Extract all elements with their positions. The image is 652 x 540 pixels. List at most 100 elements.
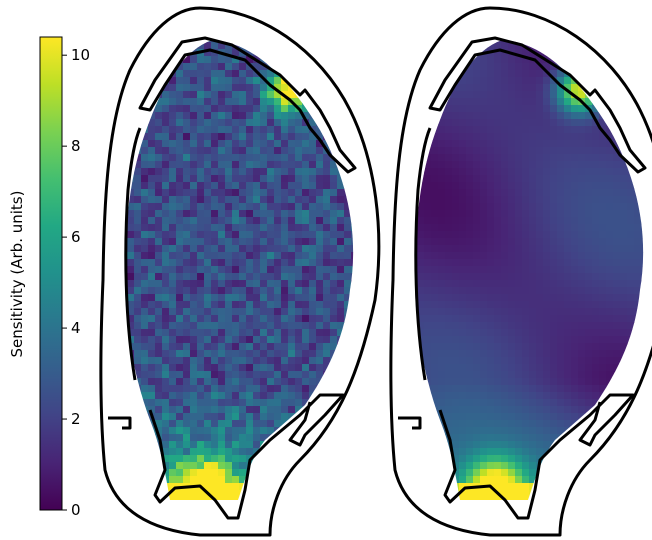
heatmap-cell xyxy=(417,287,425,295)
heatmap-cell xyxy=(557,287,565,295)
heatmap-cell xyxy=(323,224,331,232)
heatmap-cell xyxy=(148,441,156,449)
heatmap-cell xyxy=(613,196,621,204)
heatmap-cell xyxy=(473,196,481,204)
heatmap-cell xyxy=(162,175,170,183)
heatmap-cell xyxy=(487,301,495,309)
heatmap-cell xyxy=(459,91,467,99)
heatmap-cell xyxy=(452,217,460,225)
heatmap-cell xyxy=(232,49,240,57)
heatmap-cell xyxy=(225,455,233,463)
heatmap-cell xyxy=(459,315,467,323)
heatmap-cell xyxy=(529,462,537,470)
heatmap-cell xyxy=(466,392,474,400)
heatmap-cell xyxy=(162,224,170,232)
heatmap-cell xyxy=(424,343,432,351)
heatmap-cell xyxy=(260,420,268,428)
heatmap-cell xyxy=(295,259,303,267)
heatmap-cell xyxy=(522,77,530,85)
heatmap-cell xyxy=(424,350,432,358)
heatmap-cell xyxy=(438,161,446,169)
heatmap-cell xyxy=(288,308,296,316)
heatmap-cell xyxy=(501,322,509,330)
heatmap-cell xyxy=(501,441,509,449)
heatmap-cell xyxy=(302,301,310,309)
heatmap-cell xyxy=(183,322,191,330)
heatmap-cell xyxy=(494,350,502,358)
heatmap-cell xyxy=(438,462,446,470)
heatmap-cell xyxy=(445,238,453,246)
heatmap-cell xyxy=(302,189,310,197)
heatmap-cell xyxy=(323,441,331,449)
heatmap-cell xyxy=(536,203,544,211)
heatmap-cell xyxy=(501,343,509,351)
heatmap-cell xyxy=(274,133,282,141)
heatmap-cell xyxy=(141,252,149,260)
heatmap-cell xyxy=(417,203,425,211)
heatmap-cell xyxy=(204,42,212,50)
heatmap-cell xyxy=(557,231,565,239)
heatmap-cell xyxy=(536,112,544,120)
heatmap-cell xyxy=(620,427,628,435)
heatmap-cell xyxy=(599,385,607,393)
heatmap-cell xyxy=(295,371,303,379)
heatmap-cell xyxy=(466,77,474,85)
heatmap-cell xyxy=(536,378,544,386)
heatmap-cell xyxy=(438,399,446,407)
heatmap-cell xyxy=(585,357,593,365)
heatmap-cell xyxy=(466,308,474,316)
heatmap-cell xyxy=(571,357,579,365)
heatmap-cell xyxy=(564,140,572,148)
heatmap-cell xyxy=(501,105,509,113)
heatmap-cell xyxy=(487,357,495,365)
heatmap-cell xyxy=(141,455,149,463)
heatmap-cell xyxy=(232,217,240,225)
heatmap-cell xyxy=(452,448,460,456)
heatmap-cell xyxy=(487,322,495,330)
heatmap-cell xyxy=(323,168,331,176)
heatmap-cell xyxy=(148,182,156,190)
heatmap-cell xyxy=(487,399,495,407)
heatmap-cell xyxy=(557,399,565,407)
heatmap-cell xyxy=(302,196,310,204)
heatmap-cell xyxy=(501,434,509,442)
heatmap-cell xyxy=(197,168,205,176)
heatmap-cell xyxy=(316,224,324,232)
heatmap-cell xyxy=(571,119,579,127)
heatmap-cell xyxy=(330,70,338,78)
heatmap-cell xyxy=(316,350,324,358)
heatmap-cell xyxy=(295,70,303,78)
heatmap-cell xyxy=(641,483,644,491)
heatmap-cell xyxy=(550,476,558,484)
heatmap-cell xyxy=(288,322,296,330)
heatmap-cell xyxy=(536,301,544,309)
heatmap-cell xyxy=(550,308,558,316)
heatmap-cell xyxy=(543,273,551,281)
heatmap-cell xyxy=(309,315,317,323)
heatmap-cell xyxy=(641,42,644,50)
heatmap-cell xyxy=(494,133,502,141)
heatmap-cell xyxy=(480,350,488,358)
heatmap-cell xyxy=(260,203,268,211)
heatmap-cell xyxy=(197,427,205,435)
heatmap-cell xyxy=(466,441,474,449)
heatmap-cell xyxy=(239,441,247,449)
heatmap-cell xyxy=(557,84,565,92)
heatmap-cell xyxy=(641,308,644,316)
heatmap-cell xyxy=(599,217,607,225)
heatmap-cell xyxy=(564,455,572,463)
heatmap-cell xyxy=(613,49,621,57)
heatmap-cell xyxy=(197,182,205,190)
heatmap-cell xyxy=(578,196,586,204)
heatmap-cell xyxy=(281,175,289,183)
heatmap-cell xyxy=(480,413,488,421)
heatmap-cell xyxy=(466,252,474,260)
heatmap-cell xyxy=(134,168,142,176)
heatmap-cell xyxy=(323,238,331,246)
heatmap-cell xyxy=(169,161,177,169)
heatmap-cell xyxy=(508,280,516,288)
heatmap-cell xyxy=(550,497,558,500)
heatmap-cell xyxy=(424,280,432,288)
heatmap-cell xyxy=(452,294,460,302)
heatmap-cell xyxy=(501,175,509,183)
